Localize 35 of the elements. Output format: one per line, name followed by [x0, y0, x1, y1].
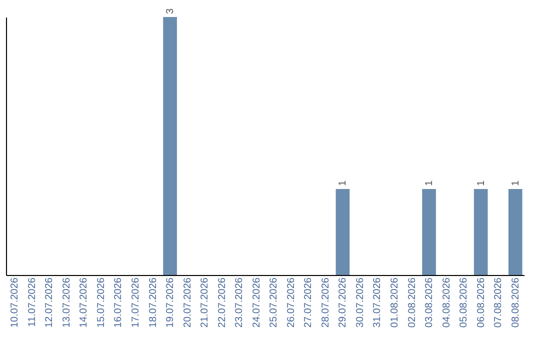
x-tick-label: 11.07.2026	[26, 277, 38, 327]
x-tick-label: 19.07.2026	[165, 277, 176, 328]
data-label: 1	[510, 180, 522, 186]
x-tick-label: 24.07.2026	[251, 277, 262, 328]
data-label: 3	[165, 8, 176, 14]
x-tick-label: 18.07.2026	[148, 277, 159, 328]
x-tick-label: 07.08.2026	[493, 277, 504, 328]
x-tick-label: 13.07.2026	[61, 277, 72, 328]
x-tick-label: 29.07.2026	[338, 277, 349, 328]
x-tick-label: 23.07.2026	[234, 277, 246, 328]
x-tick-label: 10.07.2026	[10, 277, 21, 328]
x-tick-label: 31.07.2026	[372, 277, 384, 328]
x-tick-label: 08.08.2026	[510, 277, 522, 328]
x-tick-label: 05.08.2026	[458, 277, 470, 328]
data-label: 1	[424, 180, 436, 186]
x-tick-label: 02.08.2026	[406, 277, 418, 328]
x-tick-label: 20.07.2026	[182, 277, 194, 328]
x-tick-label: 30.07.2026	[354, 277, 366, 328]
x-tick-label: 01.08.2026	[390, 277, 400, 328]
x-tick-label: 14.07.2026	[78, 277, 90, 328]
x-tick-label: 15.07.2026	[96, 277, 107, 328]
x-tick-label: 17.07.2026	[130, 277, 142, 328]
x-tick-label: 25.07.2026	[268, 277, 280, 328]
x-tick-label: 28.07.2026	[320, 277, 332, 328]
x-tick-label: 03.08.2026	[424, 277, 436, 328]
x-tick-label: 27.07.2026	[303, 277, 314, 328]
data-label: 1	[476, 180, 487, 186]
x-tick-label: 16.07.2026	[113, 277, 124, 328]
x-tick-label: 12.07.2026	[44, 277, 56, 328]
x-tick-label: 04.08.2026	[441, 277, 452, 328]
data-label: 1	[338, 180, 349, 186]
x-tick-label: 26.07.2026	[286, 277, 297, 328]
x-tick-label: 22.07.2026	[216, 277, 228, 328]
x-tick-label: 06.08.2026	[476, 277, 487, 328]
x-tick-label: 21.07.2026	[200, 277, 211, 328]
